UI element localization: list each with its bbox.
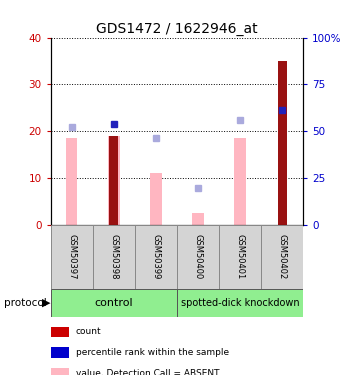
Bar: [66, 138, 78, 225]
Bar: [192, 213, 204, 225]
Bar: [51, 289, 177, 317]
Text: percentile rank within the sample: percentile rank within the sample: [76, 348, 229, 357]
Bar: [278, 61, 287, 225]
Bar: [150, 173, 162, 225]
Text: spotted-dick knockdown: spotted-dick knockdown: [181, 298, 299, 308]
Text: GSM50401: GSM50401: [236, 234, 244, 279]
Bar: [177, 289, 303, 317]
Text: GSM50398: GSM50398: [109, 234, 118, 280]
Text: value, Detection Call = ABSENT: value, Detection Call = ABSENT: [76, 369, 219, 375]
Bar: [108, 136, 119, 225]
Bar: [177, 225, 219, 289]
Text: GSM50400: GSM50400: [193, 234, 203, 279]
Text: protocol: protocol: [4, 298, 46, 308]
Text: count: count: [76, 327, 101, 336]
Text: GSM50399: GSM50399: [151, 234, 160, 280]
Bar: [109, 136, 118, 225]
Bar: [135, 225, 177, 289]
Text: GSM50402: GSM50402: [278, 234, 287, 279]
Bar: [93, 225, 135, 289]
Text: control: control: [95, 298, 133, 308]
Bar: [51, 225, 93, 289]
Text: ▶: ▶: [42, 298, 50, 308]
Bar: [219, 225, 261, 289]
Bar: [261, 225, 303, 289]
Text: GSM50397: GSM50397: [67, 234, 76, 280]
Bar: [234, 138, 246, 225]
Title: GDS1472 / 1622946_at: GDS1472 / 1622946_at: [96, 22, 258, 36]
